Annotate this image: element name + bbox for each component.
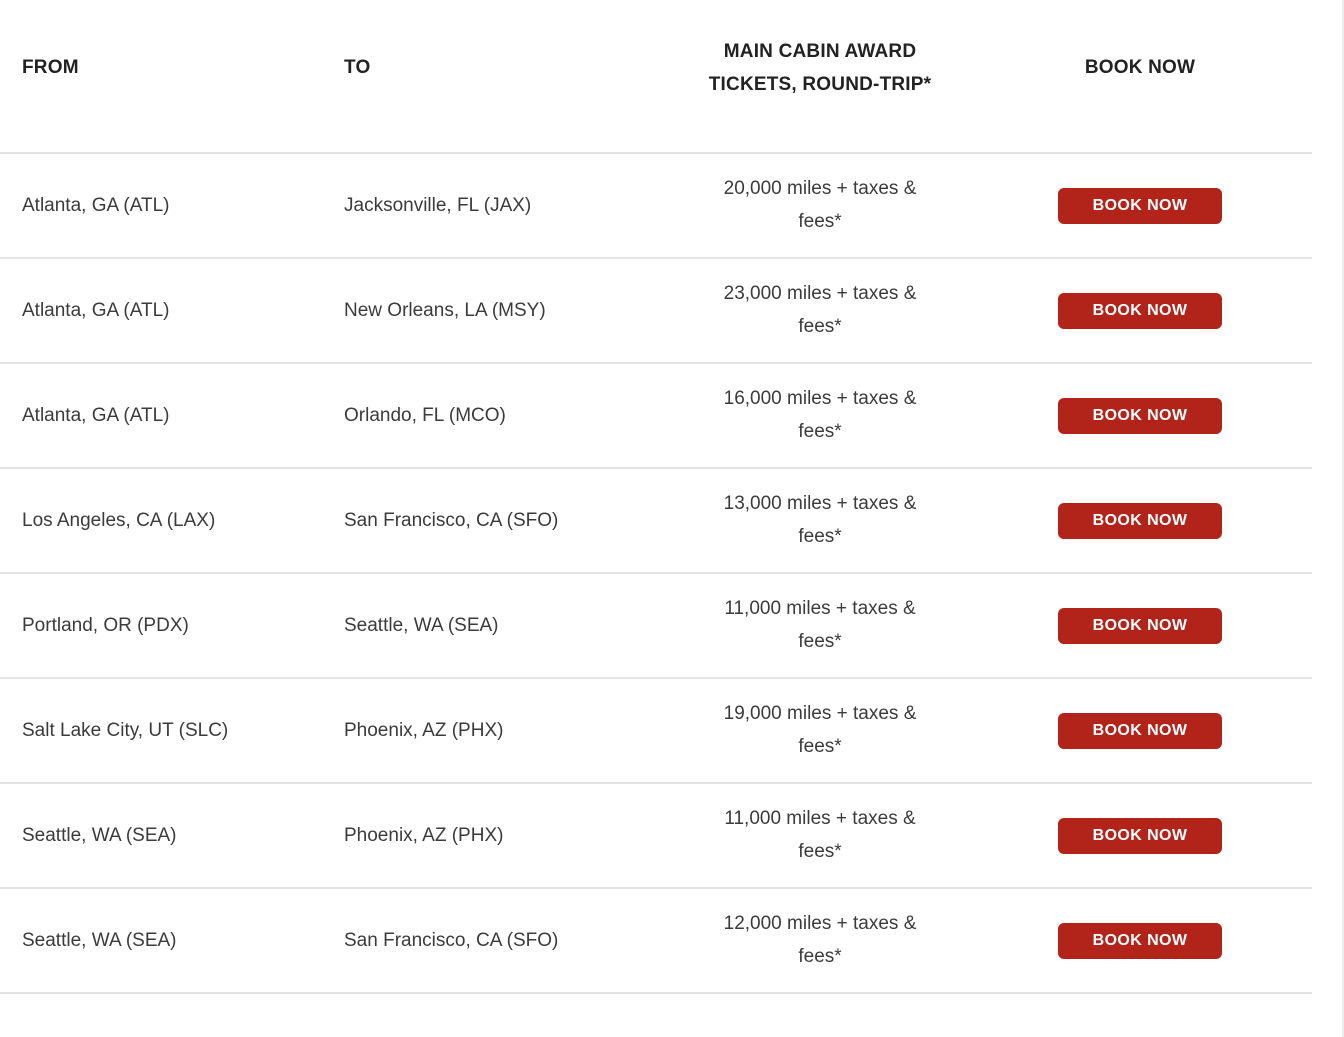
table-row: Seattle, WA (SEA) San Francisco, CA (SFO…: [0, 889, 1312, 994]
award-miles-text: 23,000 miles + taxes & fees*: [723, 283, 917, 337]
column-header-to: TO: [344, 57, 371, 78]
to-cell: New Orleans, LA (MSY): [344, 299, 546, 321]
column-header-award: MAIN CABIN AWARD TICKETS, ROUND-TRIP*: [672, 35, 968, 118]
to-cell: Orlando, FL (MCO): [344, 404, 506, 426]
table-row: Atlanta, GA (ATL) New Orleans, LA (MSY) …: [0, 259, 1312, 364]
award-miles-text: 19,000 miles + taxes & fees*: [723, 703, 917, 757]
book-now-cell: BOOK NOW: [968, 922, 1312, 959]
book-now-cell: BOOK NOW: [968, 712, 1312, 749]
from-cell: Seattle, WA (SEA): [22, 824, 177, 846]
award-miles-text: 11,000 miles + taxes & fees*: [724, 808, 916, 862]
book-now-button[interactable]: BOOK NOW: [1058, 922, 1222, 959]
book-now-button[interactable]: BOOK NOW: [1058, 502, 1222, 539]
to-cell: San Francisco, CA (SFO): [344, 509, 559, 531]
table-row: Atlanta, GA (ATL) Jacksonville, FL (JAX)…: [0, 154, 1312, 259]
award-miles-text: 13,000 miles + taxes & fees*: [723, 493, 917, 547]
award-miles-text: 20,000 miles + taxes & fees*: [723, 178, 917, 232]
book-now-button[interactable]: BOOK NOW: [1058, 292, 1222, 329]
book-now-button[interactable]: BOOK NOW: [1058, 187, 1222, 224]
book-now-cell: BOOK NOW: [968, 607, 1312, 644]
to-cell: Phoenix, AZ (PHX): [344, 719, 504, 741]
table-row: Atlanta, GA (ATL) Orlando, FL (MCO) 16,0…: [0, 364, 1312, 469]
award-miles-cell: 19,000 miles + taxes & fees*: [672, 698, 968, 763]
award-miles-cell: 13,000 miles + taxes & fees*: [672, 488, 968, 553]
book-now-cell: BOOK NOW: [968, 502, 1312, 539]
table-row: Portland, OR (PDX) Seattle, WA (SEA) 11,…: [0, 574, 1312, 679]
to-cell: San Francisco, CA (SFO): [344, 929, 559, 951]
to-cell: Jacksonville, FL (JAX): [344, 194, 532, 216]
table-row: Los Angeles, CA (LAX) San Francisco, CA …: [0, 469, 1312, 574]
to-cell: Seattle, WA (SEA): [344, 614, 499, 636]
book-now-button[interactable]: BOOK NOW: [1058, 817, 1222, 854]
book-now-button[interactable]: BOOK NOW: [1058, 397, 1222, 434]
award-miles-cell: 11,000 miles + taxes & fees*: [672, 803, 968, 868]
award-miles-cell: 23,000 miles + taxes & fees*: [672, 278, 968, 343]
award-miles-cell: 11,000 miles + taxes & fees*: [672, 593, 968, 658]
award-fares-table: FROM TO MAIN CABIN AWARD TICKETS, ROUND-…: [0, 0, 1312, 994]
award-miles-text: 16,000 miles + taxes & fees*: [723, 388, 917, 442]
book-now-button[interactable]: BOOK NOW: [1058, 607, 1222, 644]
award-miles-text: 11,000 miles + taxes & fees*: [724, 598, 916, 652]
from-cell: Atlanta, GA (ATL): [22, 194, 170, 216]
to-cell: Phoenix, AZ (PHX): [344, 824, 504, 846]
from-cell: Salt Lake City, UT (SLC): [22, 719, 229, 741]
table-row: Seattle, WA (SEA) Phoenix, AZ (PHX) 11,0…: [0, 784, 1312, 889]
book-now-cell: BOOK NOW: [968, 817, 1312, 854]
award-miles-cell: 20,000 miles + taxes & fees*: [672, 173, 968, 238]
award-miles-cell: 16,000 miles + taxes & fees*: [672, 383, 968, 448]
column-header-from: FROM: [22, 57, 79, 78]
award-miles-text: 12,000 miles + taxes & fees*: [723, 913, 917, 967]
from-cell: Seattle, WA (SEA): [22, 929, 177, 951]
book-now-cell: BOOK NOW: [968, 292, 1312, 329]
book-now-cell: BOOK NOW: [968, 397, 1312, 434]
table-row: Salt Lake City, UT (SLC) Phoenix, AZ (PH…: [0, 679, 1312, 784]
from-cell: Portland, OR (PDX): [22, 614, 189, 636]
from-cell: Los Angeles, CA (LAX): [22, 509, 216, 531]
book-now-cell: BOOK NOW: [968, 187, 1312, 224]
table-header-row: FROM TO MAIN CABIN AWARD TICKETS, ROUND-…: [0, 0, 1312, 154]
from-cell: Atlanta, GA (ATL): [22, 404, 170, 426]
column-header-book-now: BOOK NOW: [1084, 57, 1196, 78]
award-miles-cell: 12,000 miles + taxes & fees*: [672, 908, 968, 973]
from-cell: Atlanta, GA (ATL): [22, 299, 170, 321]
book-now-button[interactable]: BOOK NOW: [1058, 712, 1222, 749]
column-header-award-label: MAIN CABIN AWARD TICKETS, ROUND-TRIP*: [708, 40, 932, 95]
